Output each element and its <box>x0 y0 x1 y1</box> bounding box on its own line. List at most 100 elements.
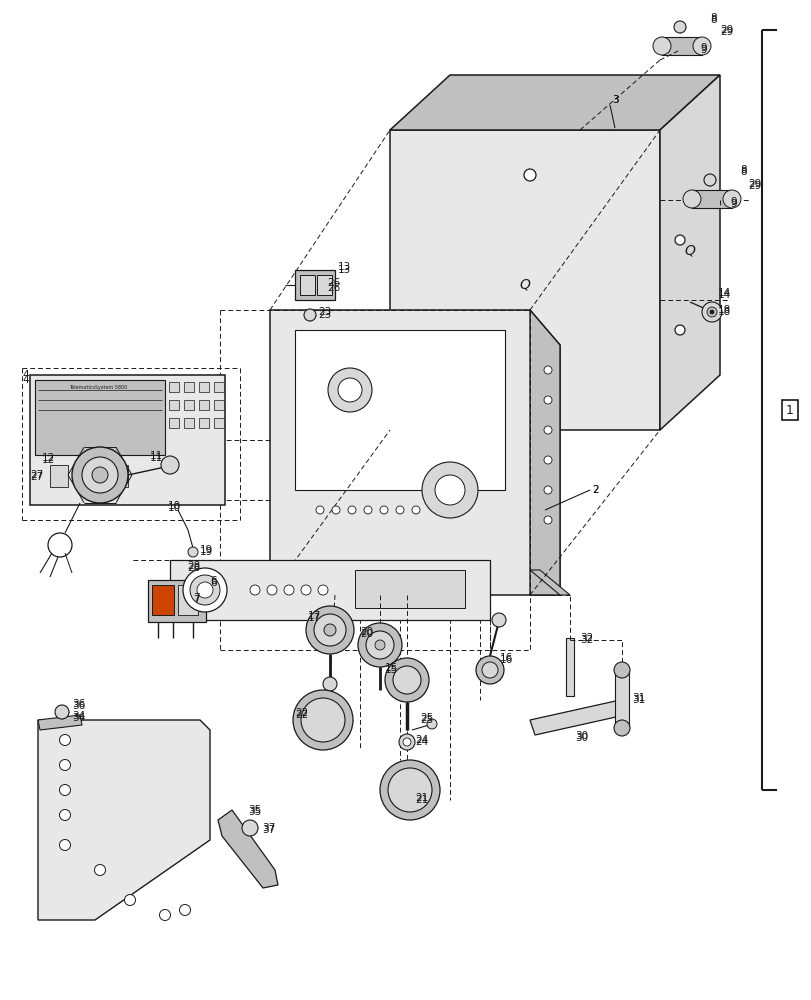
Circle shape <box>315 506 324 514</box>
Text: 18: 18 <box>717 305 731 315</box>
Text: 22: 22 <box>294 708 308 718</box>
Text: 35: 35 <box>247 807 261 817</box>
Text: 19: 19 <box>200 547 213 557</box>
Circle shape <box>197 582 212 598</box>
Text: TelematicsSystem 5800: TelematicsSystem 5800 <box>69 384 127 389</box>
Circle shape <box>55 705 69 719</box>
Circle shape <box>161 456 178 474</box>
Text: 24: 24 <box>414 737 427 747</box>
Circle shape <box>388 768 431 812</box>
Text: 19: 19 <box>200 545 213 555</box>
Circle shape <box>337 378 362 402</box>
Text: 8: 8 <box>739 165 745 175</box>
Bar <box>199 382 208 392</box>
Text: 8: 8 <box>709 13 716 23</box>
Circle shape <box>318 585 328 595</box>
Circle shape <box>674 325 684 335</box>
Circle shape <box>491 613 505 627</box>
Circle shape <box>267 585 277 595</box>
Text: 12: 12 <box>42 455 55 465</box>
Polygon shape <box>38 715 82 730</box>
Text: 34: 34 <box>72 713 85 723</box>
Text: 16: 16 <box>500 653 513 663</box>
Bar <box>169 400 178 410</box>
Text: 3: 3 <box>611 95 618 105</box>
Circle shape <box>332 506 340 514</box>
Text: 30: 30 <box>574 731 587 741</box>
Text: 26: 26 <box>327 278 340 288</box>
Circle shape <box>422 462 478 518</box>
Text: 30: 30 <box>574 733 587 743</box>
Text: 29: 29 <box>747 181 761 191</box>
Text: 10: 10 <box>168 501 181 511</box>
Circle shape <box>543 516 551 524</box>
Circle shape <box>358 623 401 667</box>
Circle shape <box>314 614 345 646</box>
Bar <box>354 570 465 608</box>
Bar <box>661 37 702 55</box>
Text: 36: 36 <box>72 701 85 711</box>
Text: 32: 32 <box>579 635 593 645</box>
Circle shape <box>435 475 465 505</box>
Text: 21: 21 <box>414 793 427 803</box>
Circle shape <box>398 734 414 750</box>
Bar <box>614 670 629 728</box>
Text: 14: 14 <box>717 288 731 298</box>
Text: 14: 14 <box>717 290 731 300</box>
Circle shape <box>543 396 551 404</box>
Circle shape <box>411 506 419 514</box>
Text: 2: 2 <box>591 485 598 495</box>
Polygon shape <box>530 570 569 595</box>
Text: 15: 15 <box>384 665 397 675</box>
Text: 18: 18 <box>717 307 731 317</box>
Text: 13: 13 <box>337 265 351 275</box>
Bar <box>294 270 335 300</box>
Bar <box>169 382 178 392</box>
Circle shape <box>366 631 393 659</box>
Polygon shape <box>169 560 489 620</box>
Text: 37: 37 <box>262 823 275 833</box>
Text: 9: 9 <box>699 45 706 55</box>
Circle shape <box>427 719 436 729</box>
Text: 22: 22 <box>294 710 308 720</box>
Circle shape <box>303 309 315 321</box>
Circle shape <box>652 37 670 55</box>
Circle shape <box>692 37 710 55</box>
Bar <box>214 382 224 392</box>
Text: 26: 26 <box>327 283 340 293</box>
Text: 7: 7 <box>193 595 200 605</box>
Text: 12: 12 <box>42 453 55 463</box>
Polygon shape <box>294 330 504 490</box>
Circle shape <box>59 734 71 746</box>
Circle shape <box>402 738 410 746</box>
Bar <box>565 638 573 696</box>
Bar <box>184 400 194 410</box>
Circle shape <box>348 506 355 514</box>
Circle shape <box>182 568 227 612</box>
Text: 21: 21 <box>414 795 427 805</box>
Text: 9: 9 <box>729 199 736 209</box>
Circle shape <box>475 656 504 684</box>
Polygon shape <box>38 720 210 920</box>
Circle shape <box>59 760 71 770</box>
Circle shape <box>328 368 371 412</box>
Circle shape <box>82 457 118 493</box>
Text: 7: 7 <box>193 593 200 603</box>
Text: 9: 9 <box>699 43 706 53</box>
Text: 28: 28 <box>187 563 200 573</box>
Circle shape <box>375 640 384 650</box>
Text: 2: 2 <box>591 485 598 495</box>
Text: 29: 29 <box>719 25 732 35</box>
Polygon shape <box>217 810 277 888</box>
Text: 35: 35 <box>247 805 261 815</box>
Polygon shape <box>659 75 719 430</box>
Text: 24: 24 <box>414 735 427 745</box>
Circle shape <box>722 190 740 208</box>
Polygon shape <box>530 310 560 595</box>
Text: 9: 9 <box>729 197 736 207</box>
Text: 29: 29 <box>719 27 732 37</box>
Bar <box>199 418 208 428</box>
Circle shape <box>396 506 404 514</box>
Circle shape <box>709 310 713 314</box>
Text: 6: 6 <box>210 576 217 586</box>
